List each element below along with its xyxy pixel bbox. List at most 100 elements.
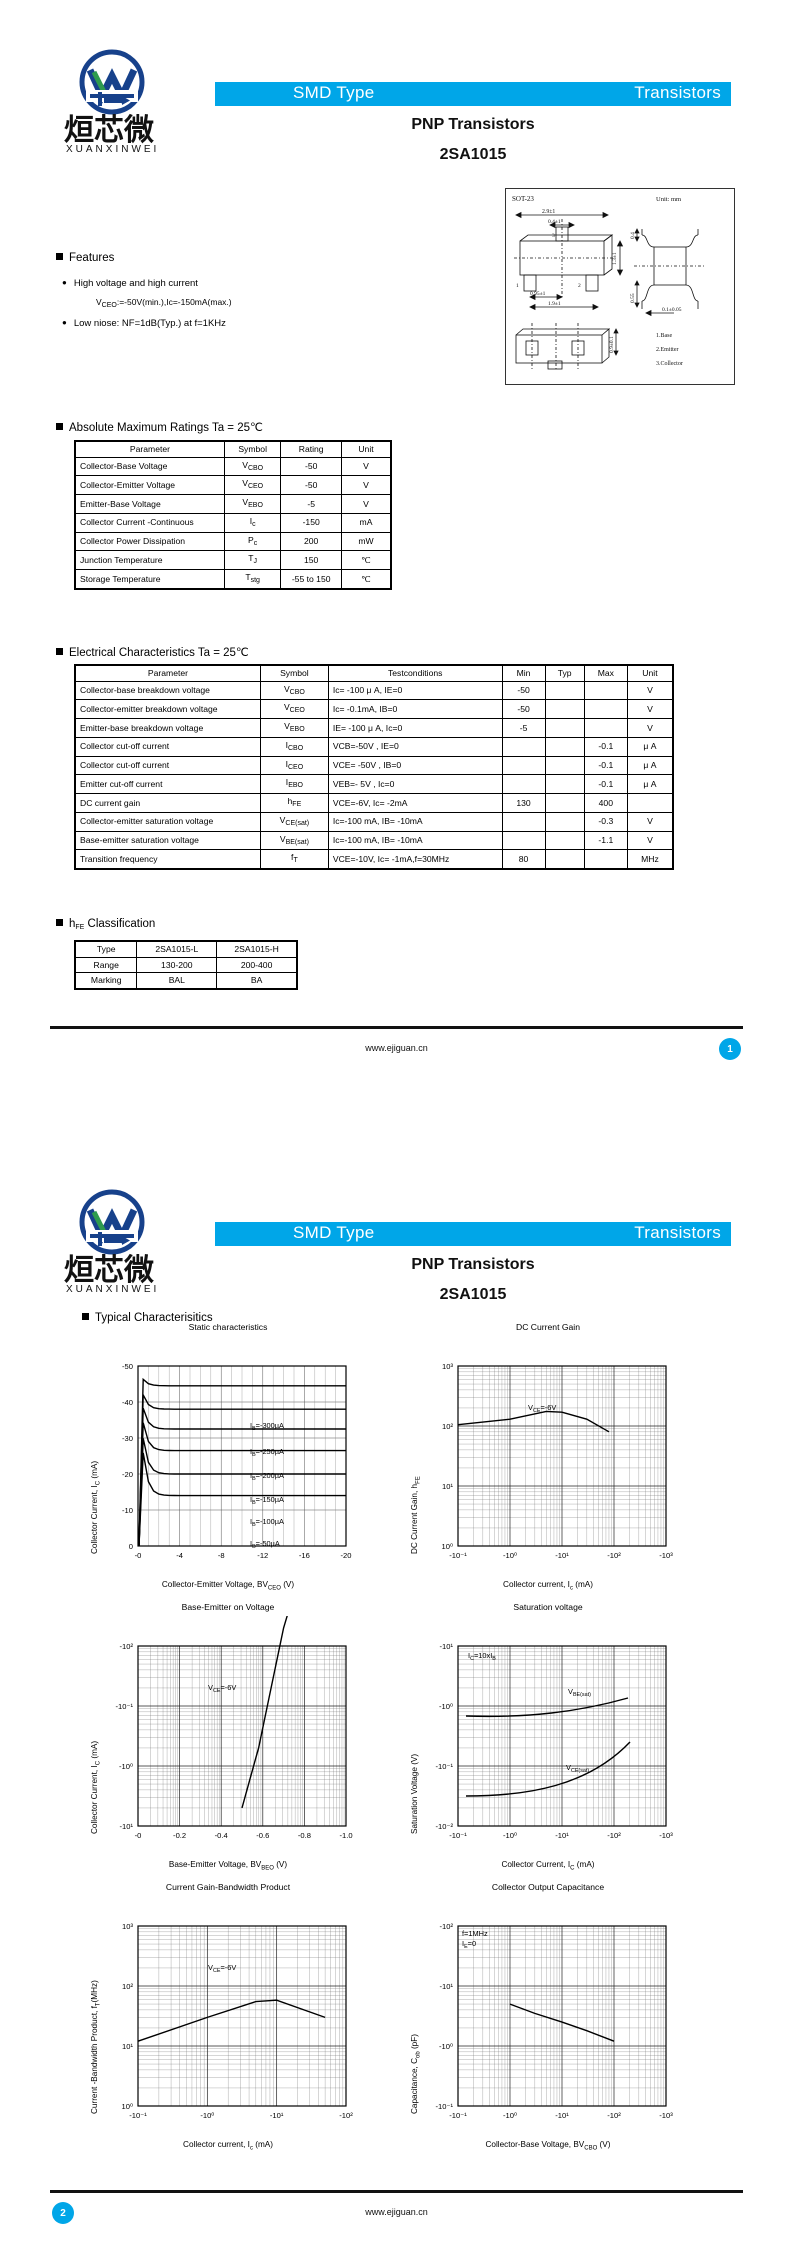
col-symbol: Symbol	[223, 440, 282, 458]
table-row: DC current gain hFE VCE=-6V, Ic= -2mA 130 40…	[74, 793, 674, 813]
cell-symbol: Tstg	[223, 569, 282, 590]
table-row: Collector-base breakdown voltage VCBO Ic= …	[74, 680, 674, 701]
cell-symbol: VEBO	[223, 494, 282, 514]
cell-typ	[544, 699, 585, 720]
page-number-badge-2: 2	[52, 2202, 74, 2224]
cell-value-2: 2SA1015-H	[216, 940, 298, 958]
cell-rating: 150	[280, 550, 342, 571]
hfe-classification-table: Type 2SA1015-L 2SA1015-H Range 130-200 200-40…	[74, 940, 298, 991]
col-max: Max	[583, 664, 628, 682]
chart-x-axis-label: Collector current, Ic (mA)	[183, 2140, 273, 2152]
datasheet-page-1: 烜芯微 XUANXINWEI SMD Type Transistors PNP …	[0, 0, 793, 1122]
chart-x-axis-label: Collector-Emitter Voltage, BVCEO (V)	[161, 1580, 295, 1592]
chart-plot: -10⁻¹ -10⁰ -10¹ -10² -10³ 10⁰ 10¹ 10² 10³ VCE=-6V	[398, 1336, 698, 1578]
svg-text:-50: -50	[122, 1362, 133, 1371]
cell-rating: -50	[280, 475, 342, 496]
company-logo: 烜芯微 XUANXINWEI	[60, 48, 200, 158]
cell-symbol: VCBO	[223, 456, 282, 477]
banner-right-text-p2: Transistors	[634, 1223, 721, 1242]
cell-symbol: IEBO	[259, 774, 329, 795]
feature-item-0: High voltage and high current	[62, 278, 198, 289]
cell-min: -50	[501, 680, 546, 701]
hfe-body: Type 2SA1015-L 2SA1015-H Range 130-200 200-40…	[74, 940, 298, 990]
svg-text:10⁰: 10⁰	[442, 1542, 454, 1551]
svg-text:-0.2: -0.2	[173, 1831, 186, 1840]
hfe-heading-main: h	[69, 918, 76, 930]
banner-left-text-p2: SMD Type	[293, 1223, 375, 1242]
table-row: Emitter cut-off current IEBO VEB=- 5V , Ic…	[74, 774, 674, 795]
cell-unit: V	[340, 475, 392, 496]
cell-symbol: ICBO	[259, 736, 329, 757]
svg-text:-10²: -10²	[607, 1831, 621, 1840]
table-row: Collector-emitter saturation voltage VCE(…	[74, 811, 674, 832]
company-logo-p2: 烜芯微 XUANXINWEI	[60, 1188, 200, 1298]
cell-symbol: hFE	[259, 793, 329, 813]
svg-text:-10⁰: -10⁰	[439, 2042, 453, 2051]
cell-max: -0.1	[583, 736, 628, 757]
table-row: Collector Current -Continuous Ic -150 mA	[74, 512, 392, 533]
chart-2: DC Current Gain -10⁻¹ -10⁰ -10¹ -10² -10³ 10⁰ 1…	[398, 1322, 698, 1594]
cell-unit: ℃	[340, 569, 392, 590]
cell-rating: 200	[280, 531, 342, 552]
footer-url-p1[interactable]: www.ejiguan.cn	[365, 1043, 428, 1053]
cell-symbol: fT	[259, 849, 329, 870]
chart-x-axis-label: Collector Current, IC (mA)	[501, 1860, 595, 1872]
col-parameter: Parameter	[74, 664, 261, 682]
cell-max: -0.1	[583, 755, 628, 776]
svg-text:10²: 10²	[442, 1422, 453, 1431]
svg-text:-10⁻¹: -10⁻¹	[115, 1702, 133, 1711]
cell-unit: MHz	[626, 849, 674, 870]
svg-text:IC=10xIB: IC=10xIB	[468, 1651, 496, 1662]
cell-min: -50	[501, 699, 546, 720]
cell-typ	[544, 736, 585, 757]
svg-text:VCE=-6V: VCE=-6V	[208, 1963, 236, 1974]
svg-text:-16: -16	[299, 1551, 310, 1560]
chart-y-axis-label: Collector Current, IC (mA)	[90, 1740, 102, 1834]
svg-text:-30: -30	[122, 1434, 133, 1443]
cell-max: -0.1	[583, 774, 628, 795]
typical-characteristics-heading: Typical Characterisitics	[82, 1312, 213, 1324]
svg-text:-10³: -10³	[659, 1551, 673, 1560]
svg-text:10³: 10³	[122, 1922, 133, 1931]
col-min: Min	[501, 664, 546, 682]
svg-text:-10⁰: -10⁰	[439, 1702, 453, 1711]
svg-text:0.4: 0.4	[630, 232, 636, 239]
hfe-heading-rest: Classification	[84, 918, 156, 930]
svg-text:-10¹: -10¹	[555, 1551, 569, 1560]
pin-label-1: 1.Base	[656, 333, 673, 339]
abs-max-heading: Absolute Maximum Ratings Ta = 25℃	[56, 420, 263, 434]
cell-unit: μ A	[626, 736, 674, 757]
svg-text:10¹: 10¹	[442, 1482, 453, 1491]
cell-max: 400	[583, 793, 628, 813]
cell-typ	[544, 793, 585, 813]
chart-y-axis-label: Capacitance, Cob (pF)	[410, 2034, 422, 2114]
pin-label-2: 2.Emitter	[656, 347, 679, 353]
cell-unit: V	[626, 830, 674, 851]
col-testcond: Testconditions	[327, 664, 503, 682]
cell-testcondition: Ic=-100 mA, IB= -10mA	[327, 830, 503, 851]
svg-text:-0: -0	[135, 1551, 142, 1560]
cell-symbol: VCE(sat)	[259, 811, 329, 832]
cell-value-1: 130-200	[136, 956, 218, 974]
chart-plot: -10⁻¹ -10⁰ -10¹ -10² 10⁰ 10¹ 10² 10³ VCE=-6V	[78, 1896, 378, 2138]
chart-1: Static characteristics -0 -4 -8 -12 -16 -20 0 -1…	[78, 1322, 378, 1594]
chart-x-axis-label: Collector-Base Voltage, BVCBO (V)	[485, 2140, 611, 2152]
cell-max	[583, 718, 628, 738]
cell-typ	[544, 718, 585, 738]
part-number-p2: 2SA1015	[439, 1286, 507, 1303]
svg-text:-20: -20	[341, 1551, 352, 1560]
cell-min: -5	[501, 718, 546, 738]
footer-url-p2[interactable]: www.ejiguan.cn	[365, 2207, 428, 2217]
cell-typ	[544, 849, 585, 870]
chart-title: Current Gain-Bandwidth Product	[165, 1882, 291, 1892]
cell-parameter: Emitter-base breakdown voltage	[74, 718, 261, 738]
cell-min: 80	[501, 849, 546, 870]
svg-text:2: 2	[578, 283, 581, 289]
electrical-characteristics-table: Parameter Symbol Testconditions Min Typ …	[74, 664, 674, 871]
svg-text:-8: -8	[218, 1551, 225, 1560]
cell-max	[583, 849, 628, 870]
chart-y-axis-label: Collector Current, IC (mA)	[90, 1460, 102, 1554]
cell-unit: μ A	[626, 774, 674, 795]
svg-text:-10³: -10³	[659, 2111, 673, 2120]
cell-min	[501, 811, 546, 832]
